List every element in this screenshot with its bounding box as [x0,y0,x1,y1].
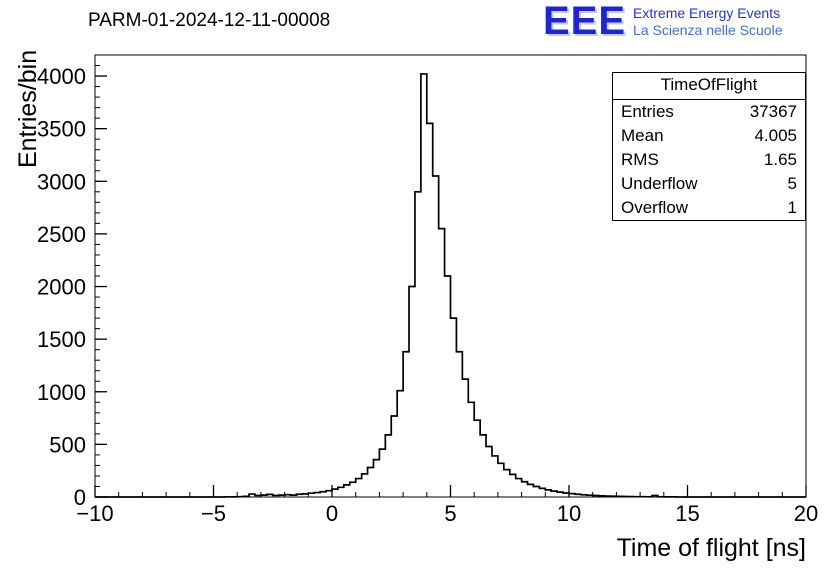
y-tick-labels: 0 500 1000 1500 2000 2500 3000 3500 4000 [37,64,86,510]
stats-row-entries: Entries 37367 [613,100,805,124]
stats-value: 1.65 [763,150,797,169]
stats-row-rms: RMS 1.65 [613,148,805,172]
stats-label: Entries [621,102,674,121]
svg-text:2500: 2500 [37,222,86,247]
stats-box-title: TimeOfFlight [613,73,805,100]
stats-value: 37367 [749,102,797,121]
chart-title: PARM-01-2024-12-11-00008 [88,10,331,31]
stats-label: Overflow [621,198,689,217]
eee-logo-line1: Extreme Energy Events [633,5,781,21]
svg-text:1500: 1500 [37,327,86,352]
stats-box: TimeOfFlight Entries 37367 Mean 4.005 RM… [612,72,806,221]
eee-logo-text: EEE [543,0,627,43]
svg-text:15: 15 [675,501,699,526]
stats-value: 1 [787,198,797,217]
svg-text:−10: −10 [76,501,113,526]
stats-label: Mean [621,126,664,145]
stats-value: 5 [787,174,797,193]
eee-logo-subtitle: Extreme Energy Events La Scienza nelle S… [633,2,782,39]
svg-text:2000: 2000 [37,275,86,300]
x-axis-title: Time of flight [ns] [616,534,806,562]
eee-logo: EEE Extreme Energy Events La Scienza nel… [543,0,782,43]
svg-text:0: 0 [74,485,86,510]
svg-text:5: 5 [444,501,456,526]
stats-value: 4.005 [754,126,797,145]
x-tick-labels: −10 −5 0 5 10 15 20 [76,501,818,526]
stats-row-mean: Mean 4.005 [613,124,805,148]
svg-text:10: 10 [557,501,581,526]
y-axis-title: Entries/bin [14,49,42,168]
histogram-line [95,73,806,498]
y-axis-ticks [95,54,107,498]
svg-text:3500: 3500 [37,117,86,142]
svg-text:0: 0 [326,501,338,526]
svg-text:500: 500 [49,432,86,457]
stats-row-underflow: Underflow 5 [613,172,805,196]
svg-text:−5: −5 [201,501,226,526]
stats-label: Underflow [621,174,698,193]
svg-text:3000: 3000 [37,169,86,194]
svg-text:4000: 4000 [37,64,86,89]
svg-text:1000: 1000 [37,380,86,405]
x-axis-ticks [94,485,807,497]
stats-row-overflow: Overflow 1 [613,196,805,220]
svg-text:20: 20 [794,501,818,526]
eee-logo-line2: La Scienza nelle Scuole [633,21,783,38]
stats-label: RMS [621,150,659,169]
